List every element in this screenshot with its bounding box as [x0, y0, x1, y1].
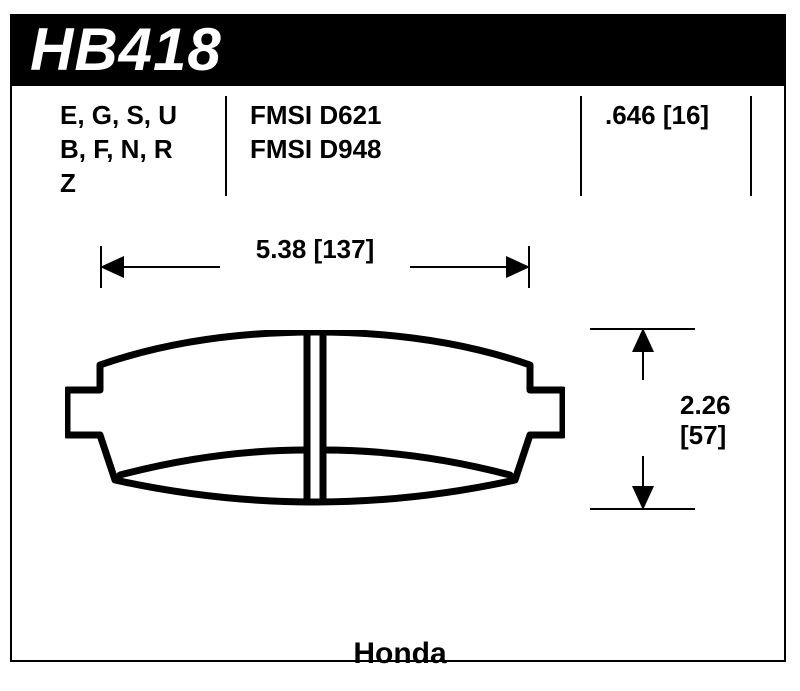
fmsi-block: FMSI D621 FMSI D948 — [250, 98, 382, 166]
arrowhead-right-icon — [506, 256, 530, 278]
brand-text: Honda — [353, 637, 446, 670]
arrowhead-down-icon — [632, 486, 654, 510]
dim-extension-line — [590, 508, 695, 510]
brake-pad-outline — [65, 330, 565, 530]
separator — [580, 96, 582, 196]
fmsi-line: FMSI D621 — [250, 98, 382, 132]
fmsi-line: FMSI D948 — [250, 132, 382, 166]
compounds-line: E, G, S, U — [60, 98, 177, 132]
compounds-line: B, F, N, R — [60, 132, 177, 166]
pad-outer-path — [67, 332, 563, 502]
title-text: HB418 — [30, 16, 222, 83]
height-value: 2.26 — [680, 390, 731, 420]
dim-line — [642, 328, 644, 380]
part-number-title: HB418 — [10, 14, 786, 86]
width-dim-label: 5.38 [137] — [100, 234, 530, 265]
separator — [750, 96, 752, 196]
diagram-area: 5.38 [137] 2.26 [57] — [10, 220, 786, 610]
compounds-line: Z — [60, 166, 177, 200]
height-mm: [57] — [680, 420, 731, 450]
thickness-value: .646 [16] — [605, 98, 709, 132]
dim-line — [100, 266, 220, 268]
height-dim-label: 2.26 [57] — [680, 390, 731, 450]
width-dimension: 5.38 [137] — [100, 240, 530, 280]
separator — [225, 96, 227, 196]
height-dimension: 2.26 [57] — [590, 310, 760, 530]
brand-label: Honda — [0, 637, 800, 671]
header-row: E, G, S, U B, F, N, R Z FMSI D621 FMSI D… — [10, 86, 786, 206]
pad-inner-curve — [120, 450, 510, 475]
compounds-block: E, G, S, U B, F, N, R Z — [60, 98, 177, 200]
thickness-block: .646 [16] — [605, 98, 709, 132]
